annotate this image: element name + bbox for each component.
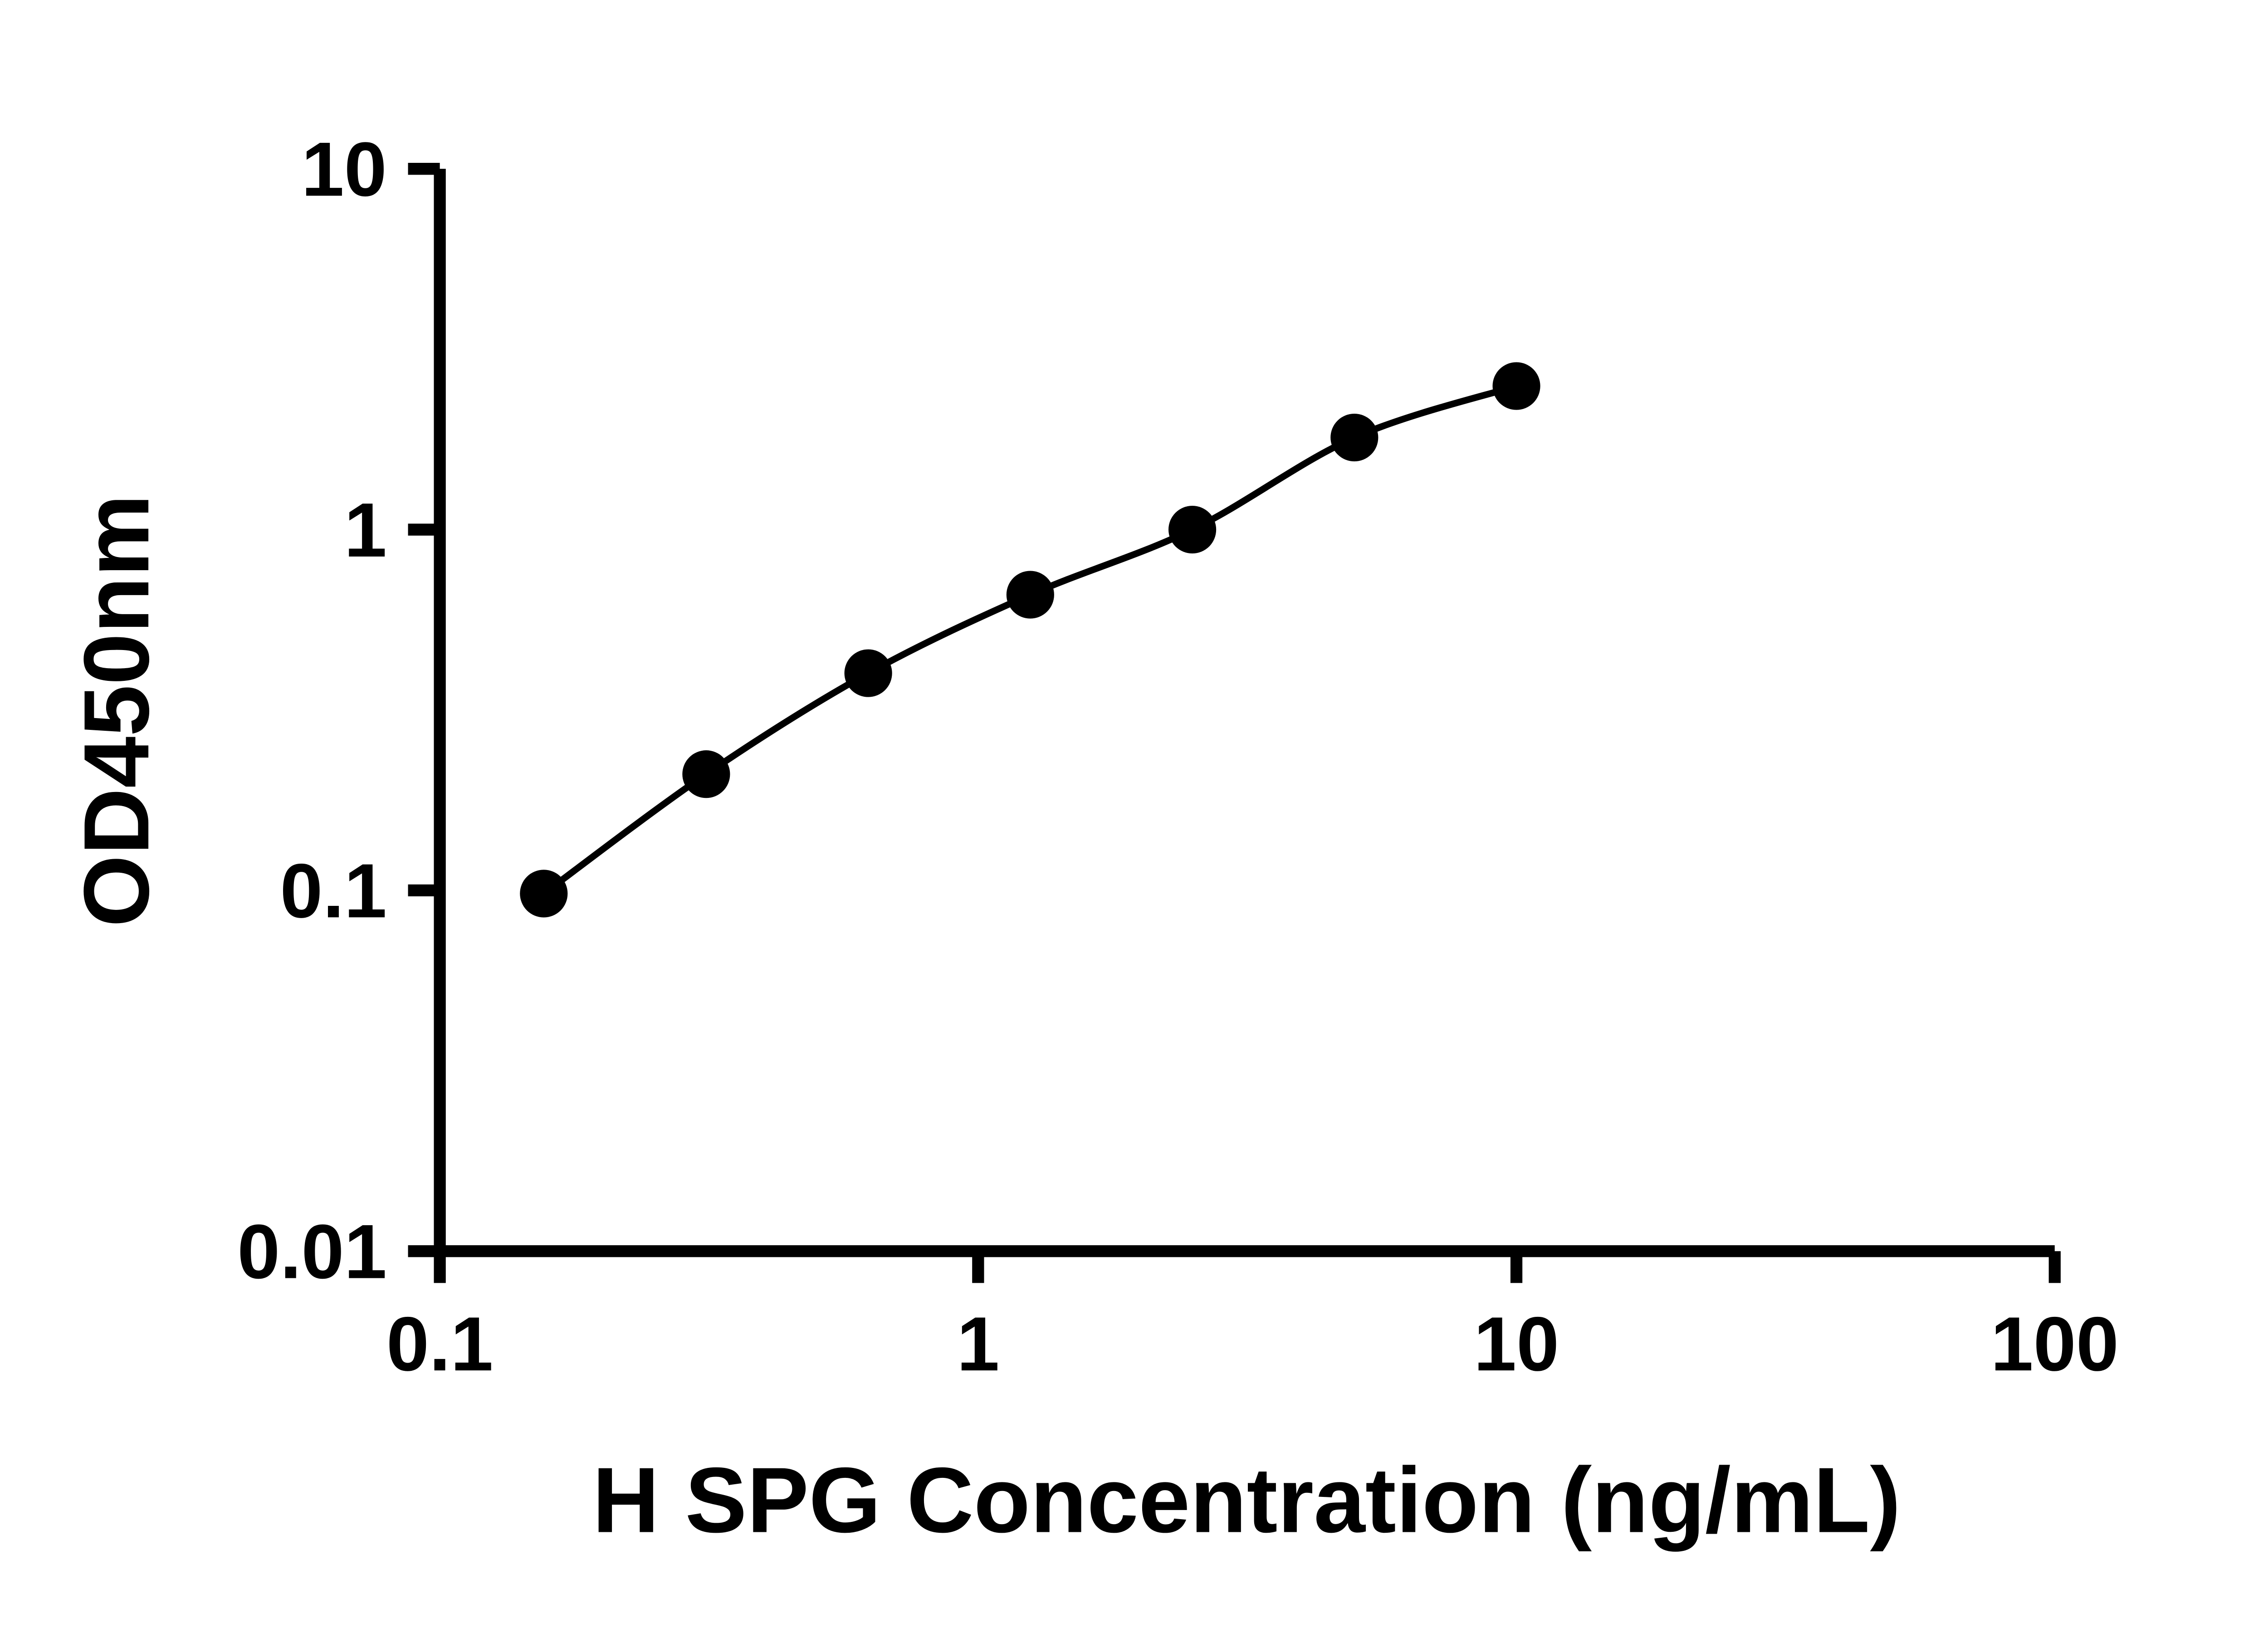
data-point xyxy=(682,750,730,798)
data-point xyxy=(1492,362,1540,410)
x-tick-label: 100 xyxy=(1990,1301,2119,1387)
curve-line xyxy=(542,382,1518,896)
y-axis-title: OD450nm xyxy=(65,494,168,927)
x-axis-title: H SPG Concentration (ng/mL) xyxy=(592,1448,1901,1552)
axes-spine xyxy=(434,168,2055,1257)
x-tick-label: 10 xyxy=(1474,1301,1559,1387)
y-tick-label: 10 xyxy=(301,126,386,212)
y-tick-label: 1 xyxy=(344,487,387,572)
data-point xyxy=(1330,413,1378,461)
data-point xyxy=(1168,505,1217,553)
y-tick-label: 0.01 xyxy=(237,1208,387,1294)
data-point xyxy=(520,869,568,918)
x-tick-label: 0.1 xyxy=(386,1301,493,1387)
y-tick-label: 0.1 xyxy=(280,848,386,934)
data-point xyxy=(844,649,892,697)
data-point xyxy=(1006,571,1054,619)
x-tick-label: 1 xyxy=(957,1301,999,1387)
